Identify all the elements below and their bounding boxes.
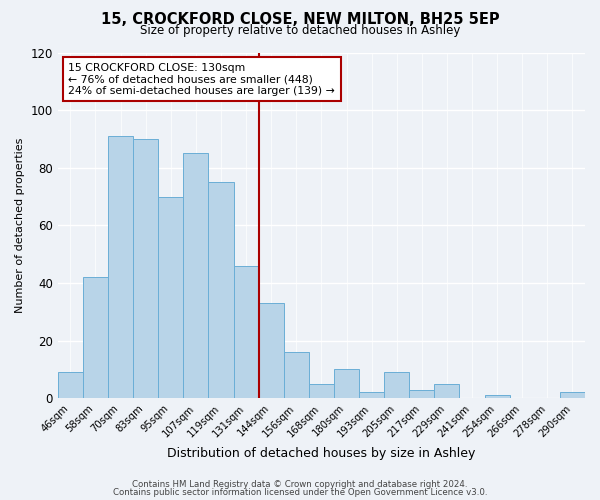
Bar — [108, 136, 133, 398]
Bar — [208, 182, 233, 398]
Bar — [409, 390, 434, 398]
Bar — [384, 372, 409, 398]
Text: 15, CROCKFORD CLOSE, NEW MILTON, BH25 5EP: 15, CROCKFORD CLOSE, NEW MILTON, BH25 5E… — [101, 12, 499, 28]
X-axis label: Distribution of detached houses by size in Ashley: Distribution of detached houses by size … — [167, 447, 476, 460]
Bar — [133, 139, 158, 398]
Bar — [560, 392, 585, 398]
Bar — [259, 303, 284, 398]
Text: Contains HM Land Registry data © Crown copyright and database right 2024.: Contains HM Land Registry data © Crown c… — [132, 480, 468, 489]
Bar — [309, 384, 334, 398]
Bar — [158, 196, 184, 398]
Bar — [284, 352, 309, 398]
Bar — [233, 266, 259, 398]
Bar — [359, 392, 384, 398]
Text: Size of property relative to detached houses in Ashley: Size of property relative to detached ho… — [140, 24, 460, 37]
Bar — [485, 396, 509, 398]
Bar — [434, 384, 460, 398]
Text: 15 CROCKFORD CLOSE: 130sqm
← 76% of detached houses are smaller (448)
24% of sem: 15 CROCKFORD CLOSE: 130sqm ← 76% of deta… — [68, 63, 335, 96]
Bar — [184, 154, 208, 398]
Y-axis label: Number of detached properties: Number of detached properties — [15, 138, 25, 313]
Bar — [58, 372, 83, 398]
Text: Contains public sector information licensed under the Open Government Licence v3: Contains public sector information licen… — [113, 488, 487, 497]
Bar — [83, 277, 108, 398]
Bar — [334, 370, 359, 398]
